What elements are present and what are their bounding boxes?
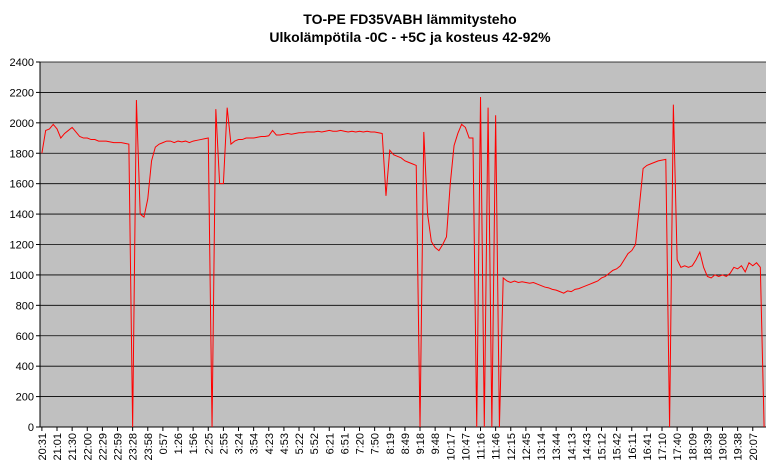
x-tick-label: 2:25 [203, 433, 215, 454]
x-tick-label: 2:55 [218, 433, 230, 454]
x-tick-label: 12:15 [506, 433, 518, 461]
x-tick-label: 11:16 [476, 433, 488, 460]
x-tick-label: 12:45 [521, 433, 533, 461]
y-tick-label: 2000 [10, 118, 34, 130]
x-tick-label: 16:11 [627, 433, 639, 460]
y-tick-label: 1800 [10, 148, 34, 160]
x-tick-label: 23:28 [128, 433, 140, 461]
x-tick-label: 4:23 [264, 433, 276, 454]
x-tick-label: 20:31 [37, 433, 49, 461]
y-tick-label: 2200 [10, 87, 34, 99]
y-tick-label: 800 [16, 300, 34, 312]
x-tick-label: 22:00 [82, 433, 94, 461]
x-tick-label: 18:39 [702, 433, 714, 461]
x-tick-label: 10:47 [460, 433, 472, 461]
data-line [41, 96, 765, 428]
x-tick-label: 15:42 [612, 433, 624, 461]
x-tick-label: 3:54 [249, 433, 261, 454]
x-tick-label: 6:21 [324, 433, 336, 454]
x-tick-label: 7:50 [370, 433, 382, 454]
x-tick-label: 4:53 [279, 433, 291, 454]
y-tick-label: 2400 [10, 57, 34, 69]
x-tick-label: 9:48 [430, 433, 442, 454]
x-tick-label: 23:58 [143, 433, 155, 461]
x-tick-label: 17:10 [657, 433, 669, 461]
x-tick-label: 7:20 [355, 433, 367, 454]
chart-subtitle: Ulkolämpötila -0C - +5C ja kosteus 42-92… [269, 29, 551, 45]
x-tick-label: 21:30 [67, 433, 79, 461]
x-tick-label: 14:13 [566, 433, 578, 461]
x-tick-label: 16:41 [642, 433, 654, 461]
x-tick-label: 14:43 [581, 433, 593, 461]
x-tick-label: 13:14 [536, 433, 548, 461]
x-tick-label: 18:09 [687, 433, 699, 461]
y-tick-label: 400 [16, 361, 34, 373]
x-tick-label: 15:12 [597, 433, 609, 461]
y-tick-label: 0 [28, 422, 34, 434]
y-tick-label: 1000 [10, 270, 34, 282]
x-tick-label: 0:57 [158, 433, 170, 454]
x-tick-label: 8:49 [400, 433, 412, 454]
y-tick-label: 1600 [10, 179, 34, 191]
y-tick-label: 600 [16, 331, 34, 343]
x-tick-label: 1:56 [188, 433, 200, 454]
x-tick-label: 20:07 [748, 433, 760, 461]
x-tick-label: 5:22 [294, 433, 306, 454]
x-tick-label: 5:52 [309, 433, 321, 454]
x-tick-label: 3:24 [234, 433, 246, 454]
x-tick-label: 17:40 [672, 433, 684, 461]
x-tick-label: 22:29 [97, 433, 109, 461]
y-tick-label: 1400 [10, 209, 34, 221]
x-tick-label: 19:08 [718, 433, 730, 461]
x-tick-label: 1:26 [173, 433, 185, 454]
x-tick-label: 10:17 [445, 433, 457, 461]
chart-title: TO-PE FD35VABH lämmitysteho [303, 11, 516, 27]
x-tick-label: 6:51 [339, 433, 351, 454]
x-tick-label: 11:46 [491, 433, 503, 460]
x-tick-label: 19:38 [733, 433, 745, 461]
y-tick-label: 1200 [10, 240, 34, 252]
x-tick-label: 21:01 [52, 433, 64, 461]
y-tick-label: 200 [16, 392, 34, 404]
x-tick-label: 13:44 [551, 433, 563, 461]
x-tick-label: 22:59 [113, 433, 125, 461]
x-tick-label: 9:18 [415, 433, 427, 454]
x-tick-label: 8:19 [385, 433, 397, 454]
